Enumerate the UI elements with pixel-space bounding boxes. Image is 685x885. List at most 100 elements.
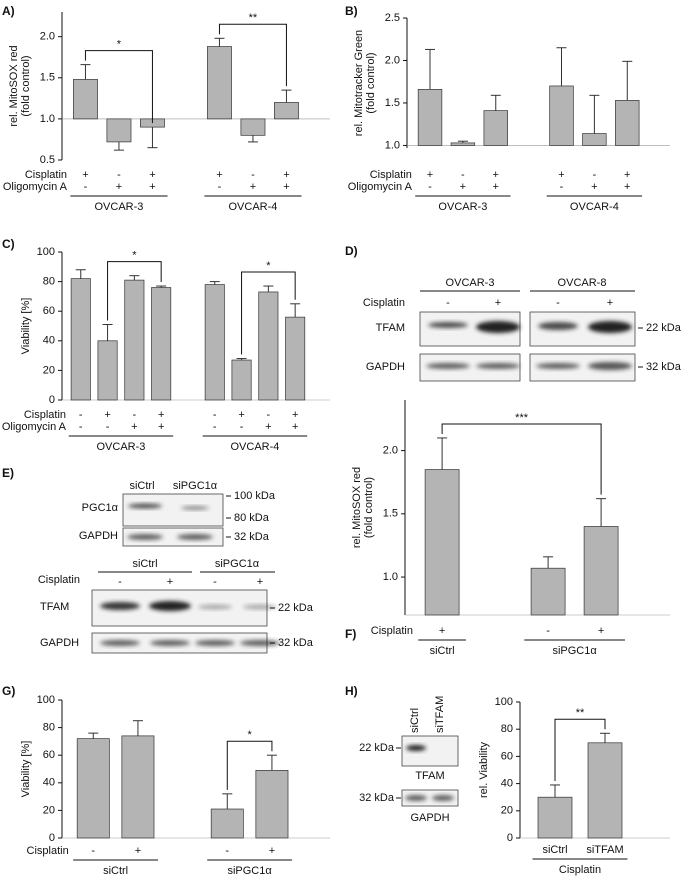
- blot: [401, 735, 459, 807]
- condition-value: +: [149, 181, 155, 193]
- condition-value: +: [269, 845, 275, 857]
- blot: [122, 493, 224, 547]
- treatment-label: Cisplatin: [38, 574, 80, 586]
- bar: [258, 291, 279, 401]
- bar: [210, 808, 244, 839]
- bar: [240, 118, 266, 136]
- condition-value: -: [546, 625, 550, 637]
- lane-label: siPGC1α: [173, 480, 218, 492]
- lane-label: +: [257, 576, 263, 588]
- condition-value: +: [116, 181, 122, 193]
- y-tick-label: 20: [43, 364, 55, 376]
- y-tick-label: 1.5: [385, 97, 400, 109]
- bar: [615, 100, 640, 146]
- condition-value: -: [79, 409, 83, 421]
- bar: [587, 742, 623, 839]
- bar: [124, 279, 145, 401]
- marker-label: 32 kDa: [278, 637, 314, 649]
- y-tick-label: 2.0: [383, 444, 398, 456]
- y-tick-label: 60: [501, 750, 513, 762]
- bar: [582, 133, 607, 146]
- condition-value: -: [117, 169, 121, 181]
- marker-label: 22 kDa: [646, 322, 682, 334]
- condition-value: +: [427, 169, 433, 181]
- y-tick-label: 60: [43, 305, 55, 317]
- condition-value: +: [158, 409, 164, 421]
- x-tick-label: siTFAM: [586, 844, 623, 856]
- bar: [537, 796, 573, 839]
- bar: [97, 340, 118, 401]
- bar: [207, 46, 232, 120]
- y-tick-label: 0: [49, 832, 55, 844]
- condition-value: -: [213, 421, 217, 433]
- group-label: OVCAR-4: [228, 201, 277, 213]
- significance-bracket: [84, 50, 153, 124]
- condition-value: -: [218, 181, 222, 193]
- bar: [285, 316, 306, 401]
- condition-label: Oligomycin A: [3, 181, 68, 193]
- y-tick-label: 100: [495, 696, 513, 708]
- condition-value: +: [250, 181, 256, 193]
- condition-value: +: [292, 409, 298, 421]
- y-tick-label: 0: [49, 394, 55, 406]
- lane-label: +: [607, 297, 613, 309]
- condition-label: Cisplatin: [24, 409, 66, 421]
- row-label: GAPDH: [410, 812, 449, 824]
- y-tick-label: 40: [43, 335, 55, 347]
- bar: [106, 118, 132, 143]
- condition-value: +: [439, 625, 445, 637]
- bar: [583, 526, 619, 616]
- blot: [91, 589, 280, 654]
- y-tick-label: 0.5: [40, 154, 55, 166]
- group-label: siCtrl: [430, 645, 455, 657]
- group-label: siCtrl: [103, 865, 128, 877]
- significance-bracket: [218, 23, 287, 87]
- condition-value: -: [251, 169, 255, 181]
- row-label: TFAM: [376, 322, 405, 334]
- y-tick-label: 40: [43, 777, 55, 789]
- bar: [255, 770, 289, 839]
- group-label: OVCAR-3: [94, 201, 143, 213]
- row-label: GAPDH: [79, 530, 118, 542]
- y-tick-label: 1.5: [40, 72, 55, 84]
- panel-label: F): [345, 627, 356, 641]
- condition-value: +: [283, 169, 289, 181]
- y-tick-label: 100: [37, 246, 55, 258]
- group-label: siPGC1α: [227, 865, 272, 877]
- y-tick-label: 2.0: [40, 31, 55, 43]
- y-tick-label: 0: [507, 832, 513, 844]
- cell-line: OVCAR-8: [558, 277, 607, 289]
- significance-bracket: [226, 740, 273, 790]
- condition-label: Oligomycin A: [348, 181, 413, 193]
- lane-label: siCtrl: [409, 708, 421, 733]
- condition-value: +: [558, 169, 564, 181]
- bar: [73, 79, 98, 120]
- marker-label: 32 kDa: [234, 531, 270, 543]
- group-label: siPGC1α: [552, 645, 597, 657]
- cell-line: OVCAR-3: [446, 277, 495, 289]
- x-tick-label: siCtrl: [542, 844, 567, 856]
- y-axis-label: (fold control): [365, 52, 377, 113]
- y-tick-label: 2.5: [385, 12, 400, 24]
- condition-value: +: [292, 421, 298, 433]
- group-label: OVCAR-3: [438, 201, 487, 213]
- condition-value: +: [598, 625, 604, 637]
- condition-value: +: [238, 409, 244, 421]
- group-label: OVCAR-4: [570, 201, 619, 213]
- condition-value: +: [591, 181, 597, 193]
- condition-value: +: [265, 421, 271, 433]
- condition-value: -: [240, 421, 244, 433]
- y-axis-label: rel. Viability: [478, 741, 490, 798]
- row-label: PGC1α: [82, 502, 119, 514]
- y-tick-label: 1.0: [383, 571, 398, 583]
- bar: [151, 287, 172, 401]
- significance-label: *: [266, 260, 271, 272]
- bar: [549, 85, 574, 146]
- marker-label: 32 kDa: [646, 361, 682, 373]
- bar: [450, 142, 476, 146]
- row-label: TFAM: [40, 601, 69, 613]
- bar: [483, 110, 508, 146]
- panel-label: H): [345, 684, 358, 698]
- condition-value: +: [216, 169, 222, 181]
